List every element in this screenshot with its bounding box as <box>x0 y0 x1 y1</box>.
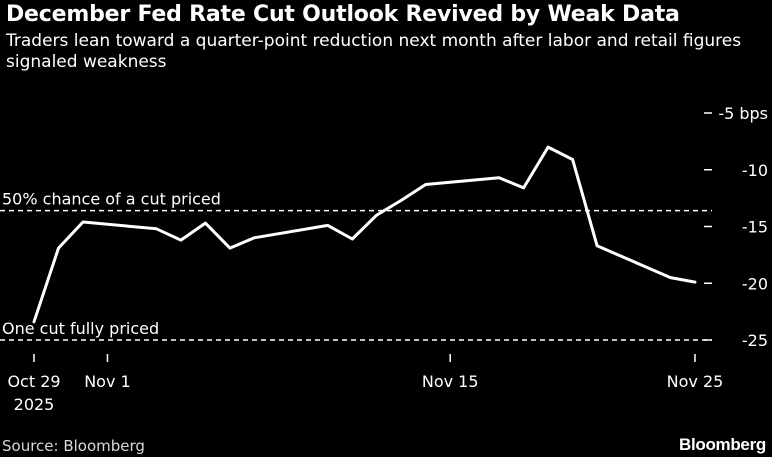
x-tick-sublabel: 2025 <box>14 395 55 414</box>
reference-line-label: 50% chance of a cut priced <box>2 190 221 209</box>
series-layer <box>32 145 697 324</box>
data-point <box>351 237 354 241</box>
reference-line-label: One cut fully priced <box>2 319 159 338</box>
data-point <box>57 246 60 250</box>
data-point <box>375 213 378 217</box>
reference-lines: 50% chance of a cut priced One cut fully … <box>0 190 712 341</box>
data-point <box>522 186 525 190</box>
data-point <box>253 236 256 239</box>
x-tick-label: Oct 29 <box>7 372 60 391</box>
data-point <box>179 238 183 242</box>
data-point <box>424 183 427 186</box>
data-point <box>693 280 697 284</box>
y-tick-label: -10 <box>742 161 768 180</box>
y-tick-label: -5 bps <box>718 104 768 123</box>
x-tick-label: Nov 15 <box>422 372 479 391</box>
x-tick-label: Nov 1 <box>84 372 131 391</box>
data-point <box>571 158 574 161</box>
bloomberg-logo: Bloomberg <box>678 435 766 454</box>
y-axis: -5 bps -10 -15 -20 -25 <box>704 104 768 350</box>
series-line <box>32 145 697 324</box>
data-point <box>32 320 36 323</box>
data-point <box>81 220 85 224</box>
data-point <box>546 145 550 149</box>
data-point <box>228 246 232 250</box>
chart-subtitle: Traders lean toward a quarter-point redu… <box>6 31 742 72</box>
data-point <box>204 221 207 225</box>
source-note: Source: Bloomberg <box>2 437 145 455</box>
x-axis: Oct 29 2025 Nov 1 Nov 15 Nov 25 <box>7 354 723 414</box>
chart-title: December Fed Rate Cut Outlook Revived by… <box>6 2 680 27</box>
data-point <box>155 227 158 230</box>
data-point <box>326 224 329 227</box>
y-tick-label: -20 <box>742 274 768 293</box>
y-tick-label: -15 <box>742 218 768 237</box>
y-tick-label: -25 <box>742 331 768 350</box>
data-point <box>497 176 501 179</box>
x-tick-label: Nov 25 <box>667 372 724 391</box>
data-point <box>669 276 672 279</box>
data-point <box>595 244 599 247</box>
data-point <box>400 199 403 202</box>
